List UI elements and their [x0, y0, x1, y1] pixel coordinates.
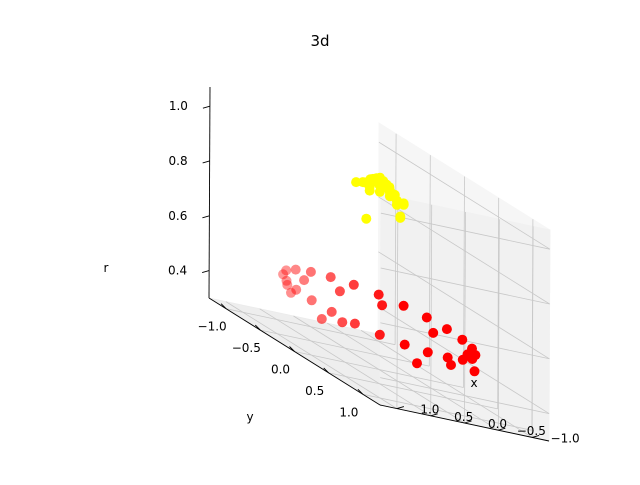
x-tick-mark: [396, 406, 405, 410]
z-tick-label: 0.6: [168, 209, 187, 223]
z-tick-mark: [202, 105, 211, 109]
data-point: [412, 358, 422, 369]
data-point: [361, 213, 372, 224]
x-tick-label: 1.0: [420, 403, 439, 417]
z-tick-mark: [202, 160, 210, 164]
grid-line-z-back: [378, 141, 551, 250]
x-tick-label: −1.0: [551, 431, 580, 445]
chart-title: 3d: [310, 32, 330, 50]
data-point: [282, 279, 293, 290]
grid-line-y-wall: [531, 219, 534, 431]
y-tick-label: −0.5: [232, 341, 261, 355]
z-tick-mark: [202, 215, 210, 219]
x-tick-label: 0.0: [488, 417, 507, 431]
grid-line-y-floor: [294, 351, 464, 388]
z-axis-line: [208, 86, 211, 299]
y-tick-label: 1.0: [339, 405, 358, 419]
data-point: [422, 347, 433, 358]
data-point: [281, 275, 292, 286]
grid-line-x-wall: [497, 219, 500, 431]
y-axis-label: y: [246, 410, 253, 424]
x-tick-mark: [464, 420, 472, 424]
data-point: [395, 211, 406, 222]
grid-line-y-wall: [497, 197, 500, 409]
data-point: [291, 284, 302, 295]
data-point: [281, 265, 292, 276]
grid-line-z-side: [380, 212, 550, 250]
y-tick-mark: [357, 388, 364, 395]
data-point: [374, 329, 385, 340]
data-point: [286, 287, 296, 298]
data-point: [441, 324, 452, 335]
z-axis-label: r: [104, 261, 109, 275]
grid-line-z-back: [378, 251, 550, 360]
tick-labels: −1.0 −0.5 0.0 0.5 1.0 −1.0 −0.5 0.0 0.5 1.0 0.4 0.6…: [168, 99, 580, 445]
data-point: [457, 334, 468, 345]
grid-line-z-side: [380, 377, 550, 414]
y-tick-label: 0.0: [271, 363, 290, 377]
y-tick-mark: [289, 346, 295, 352]
y-tick-mark: [323, 367, 330, 374]
grid-line-z-side: [380, 267, 550, 305]
grid-line-y-floor: [328, 372, 498, 410]
grid-line-z-back: [378, 196, 550, 305]
axis-lines: [202, 86, 550, 442]
grid-line-y-floor: [226, 308, 396, 346]
data-point: [306, 295, 317, 306]
data-point: [337, 317, 348, 328]
data-point: [316, 314, 327, 324]
y-tick-label: −1.0: [198, 320, 227, 334]
x-tick-mark: [430, 413, 438, 417]
data-point: [446, 360, 456, 370]
data-point: [470, 350, 481, 361]
data-point: [305, 266, 316, 277]
grid-line-y-floor: [260, 329, 430, 367]
data-point: [442, 352, 453, 363]
grid-lines: [225, 133, 551, 438]
y-tick-mark: [254, 324, 261, 331]
data-point: [421, 312, 432, 323]
grid-line-x-wall: [464, 211, 466, 424]
data-point: [398, 300, 409, 311]
data-point: [290, 264, 301, 275]
y-tick-label: 0.5: [305, 384, 324, 398]
y-tick-mark: [220, 303, 227, 310]
data-point: [428, 327, 439, 338]
z-tick-mark: [202, 270, 210, 274]
z-tick-label: 0.4: [168, 264, 187, 278]
data-point: [348, 279, 359, 290]
data-point: [325, 272, 336, 283]
data-point: [349, 318, 360, 329]
z-tick-label: 1.0: [169, 99, 188, 113]
grid-line-y-wall: [394, 133, 397, 345]
scatter-points: [278, 172, 481, 377]
x-tick-label: −0.5: [517, 424, 546, 438]
x-axis-label: x: [470, 376, 477, 390]
x-tick-label: 0.5: [454, 410, 473, 424]
data-point: [469, 366, 480, 377]
data-point: [278, 269, 289, 280]
x-tick-mark: [498, 427, 506, 431]
z-tick-label: 0.8: [169, 154, 188, 168]
data-point: [299, 275, 310, 286]
grid-line-y-floor: [362, 393, 532, 431]
x-tick-mark: [531, 434, 540, 438]
data-point: [373, 289, 384, 300]
data-point: [326, 306, 337, 317]
data-point: [399, 339, 410, 350]
data-point: [334, 286, 345, 297]
data-point: [398, 198, 409, 209]
data-point: [377, 300, 388, 311]
